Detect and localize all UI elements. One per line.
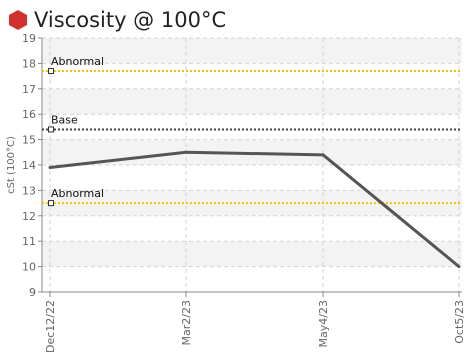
plot-band <box>42 241 462 267</box>
y-tick-label: 19 <box>22 32 36 45</box>
axes <box>38 37 462 297</box>
data-point <box>457 265 461 269</box>
reference-label: Abnormal <box>51 55 104 68</box>
data-point <box>321 153 325 157</box>
y-tick-label: 9 <box>29 286 36 299</box>
plot-band <box>42 88 462 115</box>
reference-marker <box>48 200 54 207</box>
reference-marker <box>48 126 54 133</box>
y-tick-label: 11 <box>22 235 36 248</box>
reference-label: Base <box>51 113 78 126</box>
y-tick-label: 17 <box>22 83 36 96</box>
chart-header: Viscosity @ 100°C <box>8 5 226 35</box>
y-tick-label: 14 <box>22 159 36 172</box>
reference-marker <box>48 68 54 75</box>
y-axis-label: cSt (100°C) <box>6 136 17 194</box>
series-line <box>49 150 460 268</box>
data-point <box>48 166 52 170</box>
y-tick-label: 13 <box>22 184 36 197</box>
reference-lines: Abnormal Base Abnormal <box>42 55 462 207</box>
x-tick-label: Oct5/23 <box>453 300 466 344</box>
y-tick-label: 15 <box>22 134 36 147</box>
plot-band <box>42 38 462 64</box>
data-point <box>184 150 188 154</box>
tick-labels: 9 10 11 12 13 14 15 16 17 18 19 cSt (100°C) Dec12/22… <box>6 32 466 353</box>
y-tick-label: 12 <box>22 210 36 223</box>
red-hexagon-icon <box>9 10 27 30</box>
x-tick-label: Dec12/22 <box>44 300 57 353</box>
y-tick-label: 10 <box>22 261 36 274</box>
x-tick-label: Mar2/23 <box>180 300 193 345</box>
y-tick-label: 18 <box>22 57 36 70</box>
x-tick-label: May4/23 <box>317 300 330 347</box>
y-tick-label: 16 <box>22 108 36 121</box>
series-layer <box>48 150 461 269</box>
chart-title: Viscosity @ 100°C <box>34 8 227 32</box>
reference-label: Abnormal <box>51 187 104 200</box>
